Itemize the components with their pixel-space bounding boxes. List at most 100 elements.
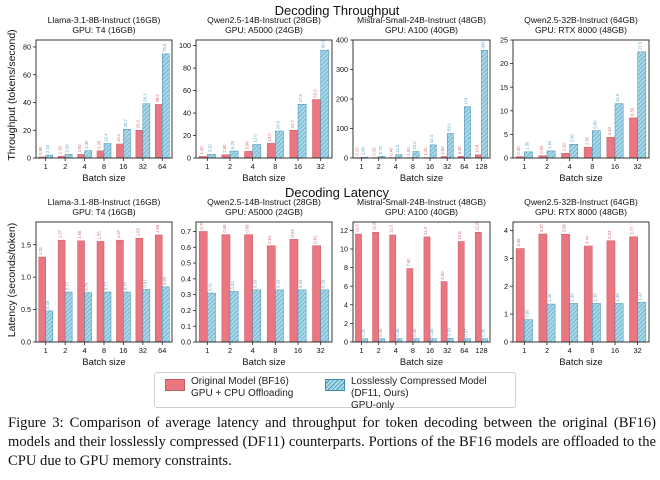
data-label-df11: 0.32 [230,281,235,290]
bar-df11 [84,150,92,159]
y-tick-label: 0.4 [181,274,191,283]
bar-original [155,234,163,343]
latency-section-title: Decoding Latency [285,185,390,200]
bar-df11 [252,144,262,159]
y-tick-label: 0 [504,154,508,163]
x-tick-label: 4 [251,346,255,355]
chart-panels: Llama-3.1-8B-Instruct (16GB)GPU: T4 (16G… [21,15,650,367]
x-tick-label: 2 [545,346,549,355]
bar-original [538,233,548,343]
data-label-df11: 0.77 [123,281,128,290]
x-tick-label: 1 [522,162,526,171]
bar-df11 [412,338,420,343]
bar-df11 [123,291,131,343]
data-label-original: 6.50 [440,271,445,280]
bar-original [289,129,299,159]
x-tick-label: 1 [205,162,209,171]
plot-frame [35,39,173,159]
y-tick-label: 0.0 [181,338,191,347]
bar-df11 [378,338,386,343]
bar-original [629,236,638,343]
y-tick-label: 12 [340,226,348,235]
y-tick-label: 3 [504,254,508,263]
data-label-df11: 10.4 [103,133,108,142]
x-axis-label: Batch size [559,172,602,183]
data-label-df11: 0.85 [162,276,167,285]
bar-original [198,231,208,343]
data-label-df11: 83.0 [446,123,451,132]
bar-df11 [637,51,647,159]
data-label-original: 3.44 [584,235,589,244]
bar-original [244,151,253,159]
bar-original [606,240,616,343]
bar-original [116,239,124,343]
data-label-original: 0.30 [516,146,521,155]
y-tick-label: 4 [504,226,508,235]
data-label-df11: 12.0 [253,134,258,143]
legend-original-sublabel: GPU + CPU Offloading [191,388,294,399]
data-label-original: 7.90 [406,258,411,267]
x-tick-label: 4 [394,346,398,355]
latency-y-axis-label: Latency (seconds/token) [6,223,18,337]
bar-original [312,245,321,343]
legend-df11-label: Losslessly Compressed Model (DF11, Ours) [351,376,487,399]
x-tick-label: 4 [83,346,87,355]
data-label-df11: 0.33 [275,279,280,288]
bar-df11 [592,303,601,343]
y-tick-label: 100 [336,124,348,133]
y-tick-label: 400 [336,36,348,45]
data-label-original: 1.57 [58,229,63,238]
y-tick-label: 0 [27,154,31,163]
bar-df11 [320,289,330,343]
y-tick-label: 6 [344,282,348,291]
bar-original [355,233,362,343]
data-label-original: 0.10 [354,147,359,156]
x-axis-label: Batch size [242,172,285,183]
x-tick-label: 32 [139,346,147,355]
data-label-original: 0.61 [313,235,318,244]
x-tick-label: 8 [590,346,594,355]
bar-original [266,143,276,159]
data-label-df11: 5.30 [84,140,89,149]
bar-df11 [162,53,170,159]
panel-subtitle: GPU: RTX 8000 (48GB) [535,207,627,217]
bar-df11 [446,133,454,159]
plot-frame [195,39,333,159]
bar-original [289,239,299,343]
data-label-original: 1.55 [97,231,102,240]
data-label-original: 10.8 [474,144,479,153]
x-tick-label: 8 [102,162,106,171]
y-tick-label: 4 [344,300,348,309]
x-tick-label: 4 [568,346,572,355]
data-label-df11: 2.90 [570,133,575,142]
data-label-original: 24.7 [290,119,295,128]
data-label-df11: 0.77 [103,281,108,290]
x-tick-label: 16 [611,162,619,171]
x-axis-label: Batch size [559,356,602,367]
data-label-df11: 22.0 [412,141,417,150]
data-label-original: 2.30 [584,136,589,145]
x-tick-label: 128 [475,346,487,355]
y-tick-label: 0.6 [181,243,191,252]
y-tick-label: 15 [500,83,508,92]
data-label-original: 0.70 [199,221,204,230]
data-label-df11: 0.35 [481,328,486,337]
x-tick-label: 8 [411,346,415,355]
y-tick-label: 80 [23,43,31,52]
data-label-original: 1.00 [562,142,567,151]
bar-df11 [614,303,624,343]
data-label-original: 1.60 [135,227,140,236]
x-axis-label: Batch size [82,172,125,183]
x-axis-label: Batch size [400,356,443,367]
bar-df11 [524,151,533,159]
x-tick-label: 64 [158,162,166,171]
data-label-df11: 0.31 [207,282,212,291]
chart-panel-throughput-3: Mistral-Small-24B-Instruct (48GB)GPU: A1… [336,15,491,183]
y-tick-label: 0 [344,154,348,163]
data-label-df11: 0.77 [65,281,70,290]
bar-original [606,136,616,159]
data-label-original: 0.50 [539,145,544,154]
data-label-original: 3.63 [607,230,612,239]
bar-df11 [320,49,330,159]
panel-subtitle: GPU: A5000 (24GB) [225,25,303,35]
